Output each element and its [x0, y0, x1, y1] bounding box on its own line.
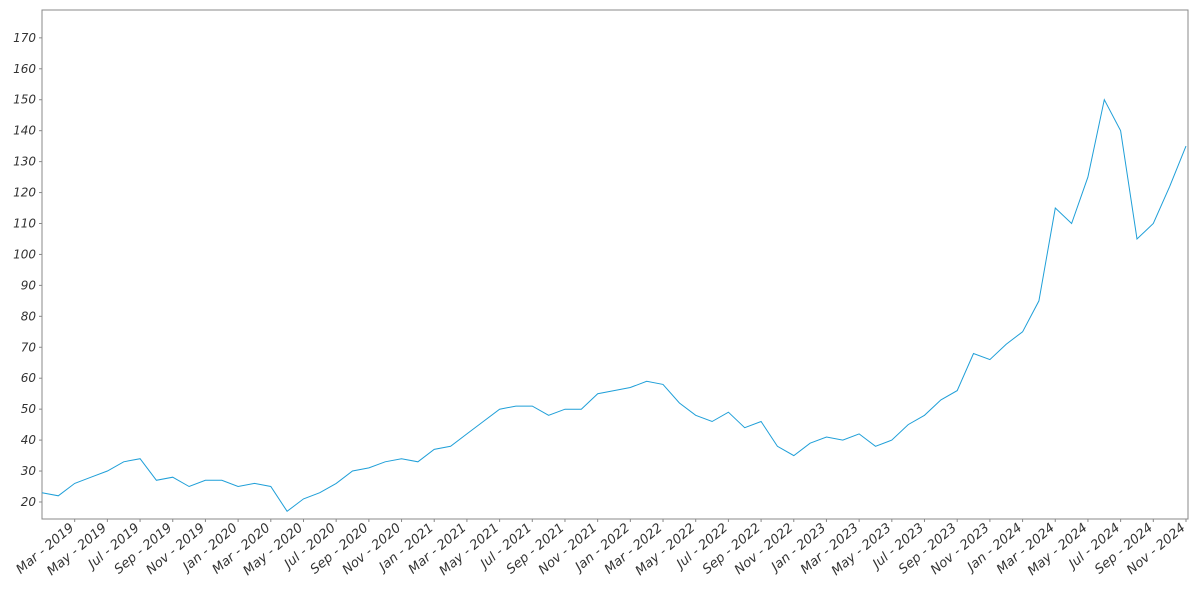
- y-tick-label: 40: [21, 433, 37, 447]
- y-tick-label: 80: [21, 309, 37, 323]
- y-tick-label: 160: [13, 62, 36, 76]
- y-tick-label: 30: [21, 464, 37, 478]
- y-tick-label: 70: [21, 340, 37, 354]
- y-tick-label: 140: [13, 124, 36, 138]
- y-tick-label: 60: [21, 371, 37, 385]
- y-tick-label: 120: [13, 186, 36, 200]
- y-tick-label: 50: [21, 402, 37, 416]
- plot-frame: [41, 9, 1189, 520]
- y-tick-label: 170: [13, 31, 36, 45]
- y-tick-label: 130: [13, 155, 36, 169]
- y-tick-label: 100: [13, 247, 36, 261]
- y-tick-label: 110: [13, 217, 36, 231]
- y-tick-label: 150: [13, 93, 36, 107]
- price-line: [41, 98, 1187, 513]
- y-tick-label: 20: [21, 495, 37, 509]
- y-tick-label: 90: [21, 278, 37, 292]
